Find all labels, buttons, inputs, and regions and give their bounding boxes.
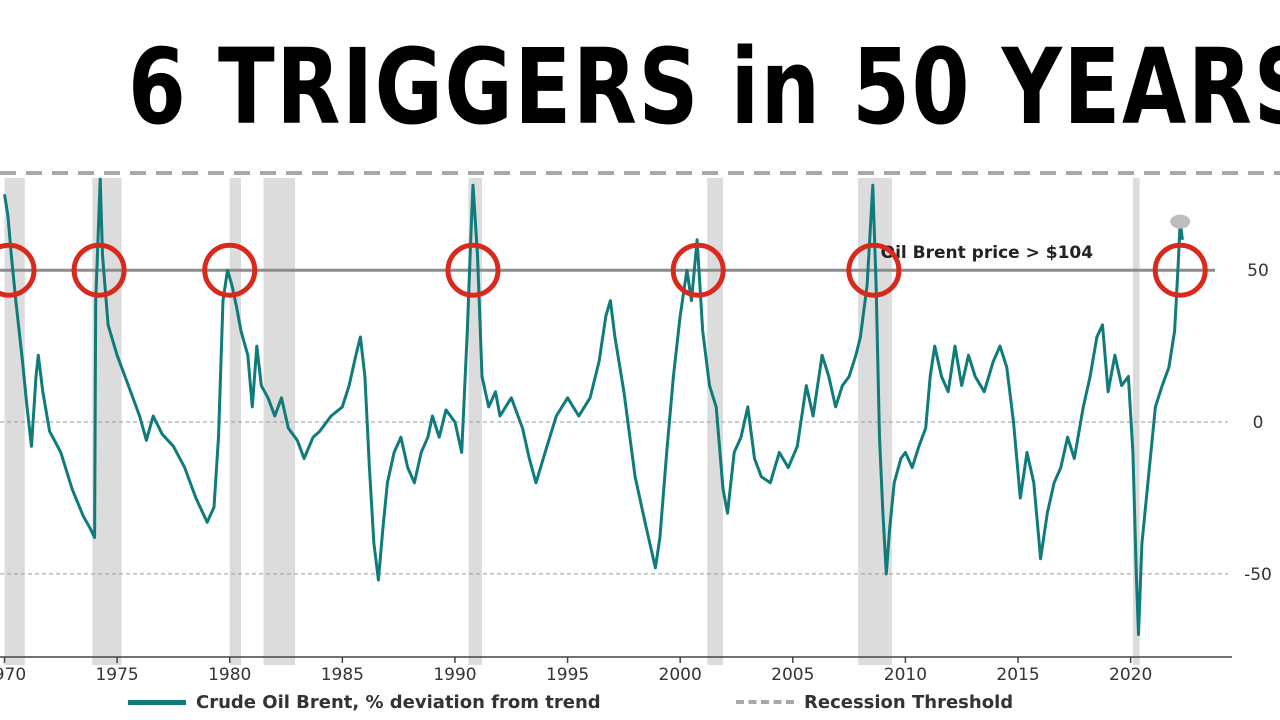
x-axis: 1970 1975 1980 1985 1990 1995 2000 2005 2010 2015… <box>0 656 1232 685</box>
trigger-circle <box>670 242 726 298</box>
x-tick-label: 1995 <box>546 665 589 685</box>
x-tick-label: 2015 <box>996 665 1039 685</box>
trigger-circle <box>445 242 501 298</box>
latest-point-marker <box>1170 214 1191 229</box>
recession-band <box>707 178 723 665</box>
trigger-circle <box>1152 242 1208 298</box>
reference-line-group: Oil Brent price > $104 <box>0 243 1215 272</box>
x-tick-label: 1980 <box>208 665 251 685</box>
trigger-circle <box>71 242 127 298</box>
x-tick-label: 1975 <box>95 665 138 685</box>
recession-band <box>1132 178 1140 665</box>
series-swatch <box>128 699 186 705</box>
recession-band <box>263 178 296 665</box>
x-tick-label: 2005 <box>771 665 814 685</box>
y-tick-label: 0 <box>1253 413 1264 433</box>
x-tick-label: 1970 <box>0 665 26 685</box>
x-tick-label: 1985 <box>321 665 364 685</box>
y-tick-label: 50 <box>1247 261 1269 281</box>
x-tick-label: 1990 <box>433 665 476 685</box>
legend-label-threshold: Recession Threshold <box>804 691 1014 713</box>
recession-bands <box>4 178 1140 665</box>
legend-item-threshold: Recession Threshold <box>736 688 1013 716</box>
trigger-circle <box>0 242 37 298</box>
legend-item-series: Crude Oil Brent, % deviation from trend <box>128 688 601 716</box>
recession-band <box>229 178 241 665</box>
y-axis-labels: 50 0 -50 <box>1244 261 1272 585</box>
threshold-swatch <box>736 700 794 704</box>
trigger-circle <box>846 242 902 298</box>
legend-label-series: Crude Oil Brent, % deviation from trend <box>196 691 601 713</box>
x-tick-label: 2020 <box>1109 665 1152 685</box>
trigger-circle <box>202 242 258 298</box>
y-tick-label: -50 <box>1244 565 1272 585</box>
grid-lines <box>0 421 1228 575</box>
headline: 6 TRIGGERS in 50 YEARS <box>128 26 1280 148</box>
reference-line-label: Oil Brent price > $104 <box>881 243 1094 263</box>
recession-band <box>4 178 25 665</box>
x-tick-label: 2010 <box>884 665 927 685</box>
x-tick-label: 2000 <box>659 665 702 685</box>
peak-circles <box>0 242 1208 298</box>
series-line <box>3 177 1184 637</box>
series-line-group <box>3 177 1191 637</box>
